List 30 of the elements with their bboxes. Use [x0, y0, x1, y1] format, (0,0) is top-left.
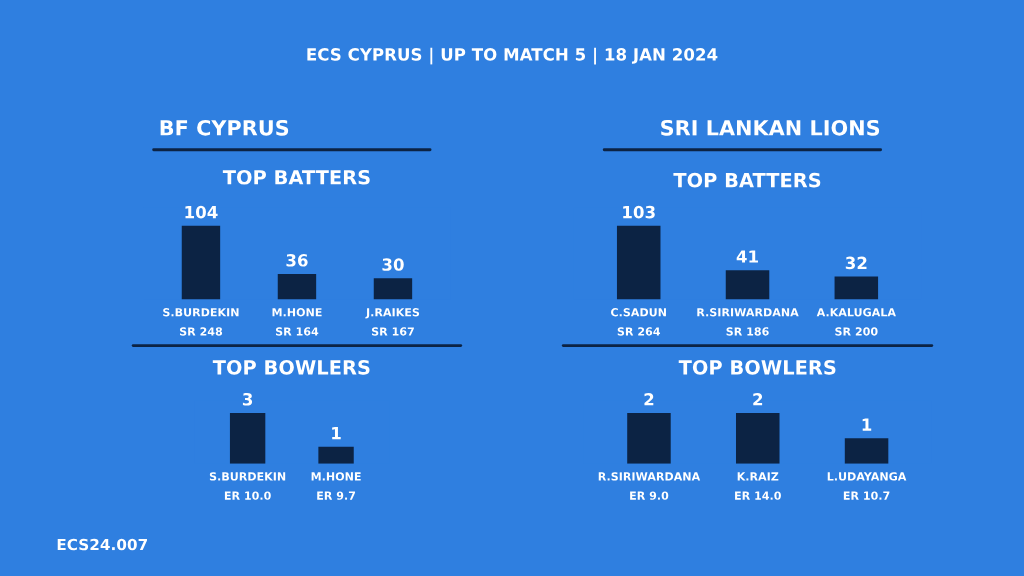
x-tick-label: L.UDAYANGA ER 10.7 — [827, 472, 907, 500]
data-label: 30 — [382, 258, 404, 271]
chart-subtitle: SRI LANKAN LIONS — [661, 119, 880, 136]
data-label: 1 — [332, 427, 341, 440]
data-label: 32 — [845, 256, 867, 270]
x-tick-label: M.HONE SR 164 — [272, 308, 322, 336]
data-label: 2 — [644, 392, 654, 406]
x-tick-label: R.SIRIWARDANA ER 9.0 — [598, 472, 701, 500]
x-tick-label: C.SADUN SR 264 — [611, 308, 666, 336]
data-label: 103 — [623, 205, 655, 219]
x-tick-label: A.KALUGALA SR 200 — [816, 308, 896, 336]
x-tick-label: M.HONE ER 9.7 — [311, 472, 361, 500]
data-label: 104 — [185, 205, 218, 219]
chart-title: TOP BOWLERS — [678, 359, 836, 375]
data-label: 36 — [286, 254, 308, 267]
x-tick-label: S.BURDEKIN ER 10.0 — [209, 472, 286, 500]
x-tick-label: S.BURDEKIN SR 248 — [163, 308, 239, 336]
chart-title: TOP BATTERS — [673, 172, 821, 188]
chart-title: TOP BOWLERS — [212, 359, 370, 375]
x-tick-label: R.SIRIWARDANA SR 186 — [697, 308, 799, 336]
data-label: 2 — [753, 392, 763, 406]
chart-subtitle: BF CYPRUS — [160, 119, 289, 136]
chart-title: TOP BATTERS — [222, 169, 370, 185]
data-label: 1 — [862, 418, 872, 431]
text: ECS CYPRUS | UP TO MATCH 5 | 18 JAN 2024 — [307, 47, 718, 65]
data-label: 3 — [242, 392, 253, 406]
data-label: 41 — [736, 250, 758, 263]
x-tick-label: K.RAIZ ER 14.0 — [735, 472, 781, 500]
x-tick-label: J.RAIKES SR 167 — [365, 308, 420, 336]
text: ECS24.007 — [57, 538, 147, 551]
